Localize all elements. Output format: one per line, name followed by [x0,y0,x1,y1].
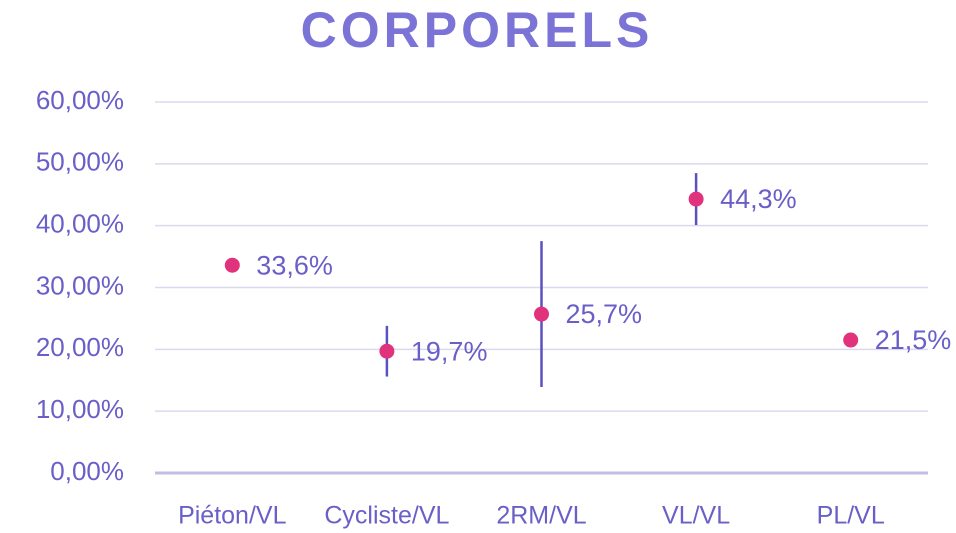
x-tick-label: VL/VL [662,502,730,530]
value-label: 25,7% [566,299,643,329]
point [843,332,859,348]
point [379,343,395,359]
y-tick-label: 10,00% [36,394,124,424]
x-tick-label: 2RM/VL [496,502,586,530]
point [688,191,704,207]
x-tick-label: PL/VL [817,502,885,530]
value-label: 21,5% [875,325,952,355]
point [224,257,240,273]
value-label: 33,6% [256,250,333,280]
value-label: 19,7% [411,336,488,366]
point [534,306,549,322]
y-tick-label: 50,00% [36,147,124,177]
y-tick-label: 60,00% [36,85,124,115]
x-tick-label: Cycliste/VL [324,502,449,530]
y-tick-label: 30,00% [36,270,124,300]
y-tick-label: 20,00% [36,332,124,362]
x-tick-label: Piéton/VL [178,502,287,530]
chart-title: CORPORELS [301,2,654,58]
y-tick-label: 0,00% [50,456,124,486]
value-label: 44,3% [720,184,797,214]
y-tick-label: 40,00% [36,209,124,239]
